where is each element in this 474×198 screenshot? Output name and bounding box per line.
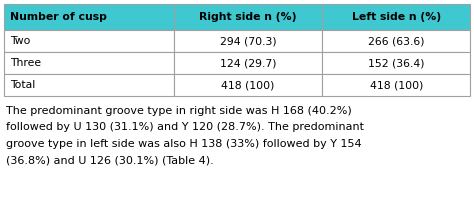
Text: 124 (29.7): 124 (29.7) [220,58,276,68]
Bar [4,52,174,74]
Bar [174,30,322,52]
Bar [322,52,471,74]
Text: groove type in left side was also H 138 (33%) followed by Y 154: groove type in left side was also H 138 … [6,139,362,149]
Text: 418 (100): 418 (100) [370,80,423,90]
Text: 152 (36.4): 152 (36.4) [368,58,425,68]
Bar [174,52,322,74]
Bar [4,4,174,30]
Bar [4,30,174,52]
Bar [322,30,471,52]
Bar [322,74,471,96]
Text: Two: Two [10,36,30,46]
Bar [174,74,322,96]
Text: Total: Total [10,80,35,90]
Bar [174,4,322,30]
Text: 294 (70.3): 294 (70.3) [220,36,276,46]
Text: 418 (100): 418 (100) [221,80,275,90]
Text: (36.8%) and U 126 (30.1%) (Table 4).: (36.8%) and U 126 (30.1%) (Table 4). [6,155,214,166]
Bar [4,74,174,96]
Text: The predominant groove type in right side was H 168 (40.2%): The predominant groove type in right sid… [6,106,352,116]
Text: Right side n (%): Right side n (%) [200,12,297,22]
Text: Left side n (%): Left side n (%) [352,12,441,22]
Text: 266 (63.6): 266 (63.6) [368,36,425,46]
Text: followed by U 130 (31.1%) and Y 120 (28.7%). The predominant: followed by U 130 (31.1%) and Y 120 (28.… [6,123,364,132]
Bar [322,4,471,30]
Text: Number of cusp: Number of cusp [10,12,107,22]
Text: Three: Three [10,58,41,68]
